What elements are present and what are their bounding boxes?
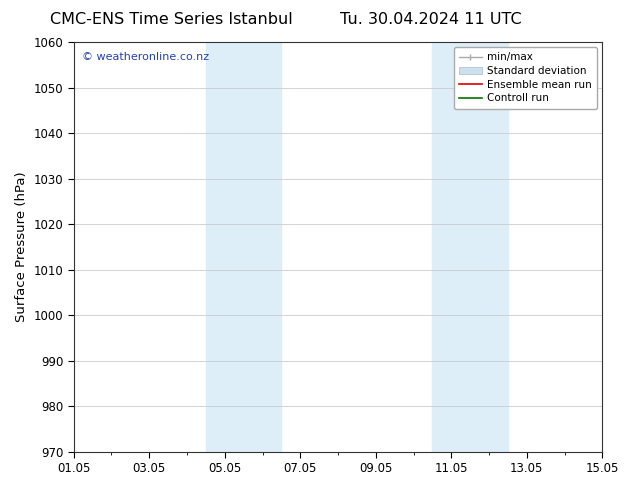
Bar — [206, 42, 281, 452]
Legend: min/max, Standard deviation, Ensemble mean run, Controll run: min/max, Standard deviation, Ensemble me… — [454, 47, 597, 109]
Text: Tu. 30.04.2024 11 UTC: Tu. 30.04.2024 11 UTC — [340, 12, 522, 27]
Y-axis label: Surface Pressure (hPa): Surface Pressure (hPa) — [15, 172, 28, 322]
Text: CMC-ENS Time Series Istanbul: CMC-ENS Time Series Istanbul — [50, 12, 292, 27]
Text: © weatheronline.co.nz: © weatheronline.co.nz — [82, 52, 209, 62]
Bar — [432, 42, 508, 452]
